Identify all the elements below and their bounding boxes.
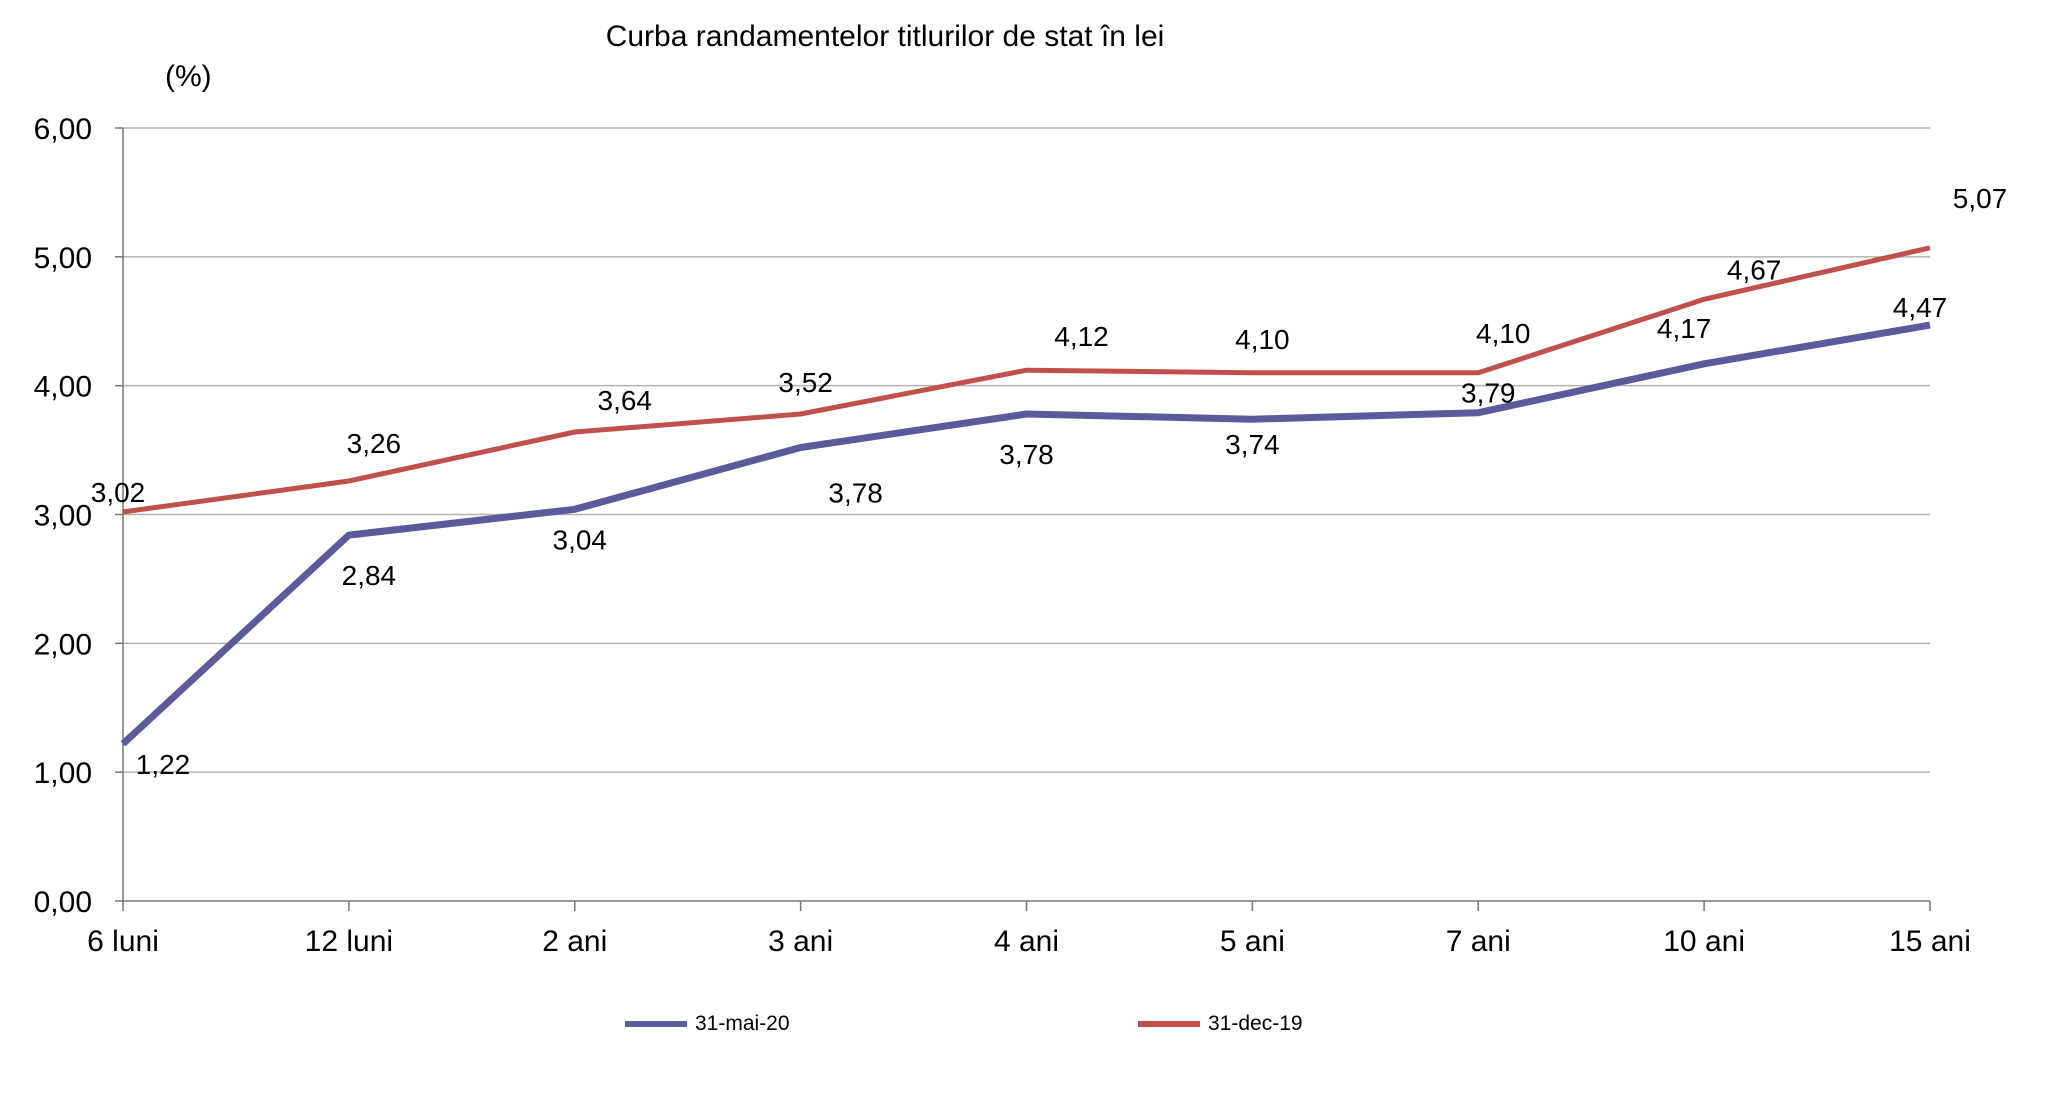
data-label: 4,47 — [1893, 292, 1948, 323]
legend-swatch-series-1 — [625, 1021, 687, 1027]
data-label: 3,78 — [828, 478, 883, 509]
legend-label-series-2: 31-dec-19 — [1208, 1012, 1303, 1035]
y-tick-label: 1,00 — [34, 757, 92, 790]
data-label: 3,74 — [1225, 429, 1280, 460]
data-label: 3,64 — [598, 385, 653, 416]
data-label: 3,78 — [999, 439, 1054, 470]
y-tick-label: 5,00 — [34, 242, 92, 275]
data-label: 4,67 — [1727, 254, 1782, 285]
x-tick-label: 4 ani — [994, 925, 1059, 958]
y-axis-unit-label: (%) — [165, 60, 212, 93]
data-label: 4,10 — [1476, 318, 1531, 349]
series-line-1 — [120, 321, 1931, 747]
x-tick-label: 7 ani — [1446, 925, 1511, 958]
data-label: 1,22 — [136, 749, 191, 780]
data-label: 4,17 — [1657, 313, 1712, 344]
data-label: 3,02 — [91, 477, 146, 508]
y-tick-label: 3,00 — [34, 500, 92, 533]
data-label: 4,10 — [1235, 324, 1290, 355]
x-tick-label: 6 luni — [87, 925, 159, 958]
legend-item-series-1: 31-mai-20 — [625, 1012, 790, 1036]
data-label: 4,12 — [1054, 321, 1109, 352]
y-tick-label: 4,00 — [34, 371, 92, 404]
data-label: 3,26 — [347, 428, 402, 459]
data-label: 5,07 — [1953, 183, 2008, 214]
x-tick-label: 2 ani — [542, 925, 607, 958]
data-label: 3,04 — [553, 524, 608, 555]
y-tick-label: 2,00 — [34, 628, 92, 661]
legend-swatch-series-2 — [1138, 1021, 1200, 1027]
legend-item-series-2: 31-dec-19 — [1138, 1012, 1303, 1036]
x-tick-label: 12 luni — [305, 925, 393, 958]
legend-label-series-1: 31-mai-20 — [695, 1012, 790, 1035]
x-tick-label: 15 ani — [1889, 925, 1971, 958]
x-tick-label: 10 ani — [1663, 925, 1745, 958]
y-tick-label: 6,00 — [34, 113, 92, 146]
series-line-2 — [122, 245, 1931, 515]
chart-title: Curba randamentelor titlurilor de stat î… — [605, 20, 1165, 53]
x-tick-label: 5 ani — [1220, 925, 1285, 958]
data-label: 3,52 — [778, 367, 833, 398]
data-label: 3,79 — [1461, 378, 1516, 409]
y-tick-label: 0,00 — [34, 886, 92, 919]
data-label: 2,84 — [342, 560, 397, 591]
x-tick-label: 3 ani — [768, 925, 833, 958]
